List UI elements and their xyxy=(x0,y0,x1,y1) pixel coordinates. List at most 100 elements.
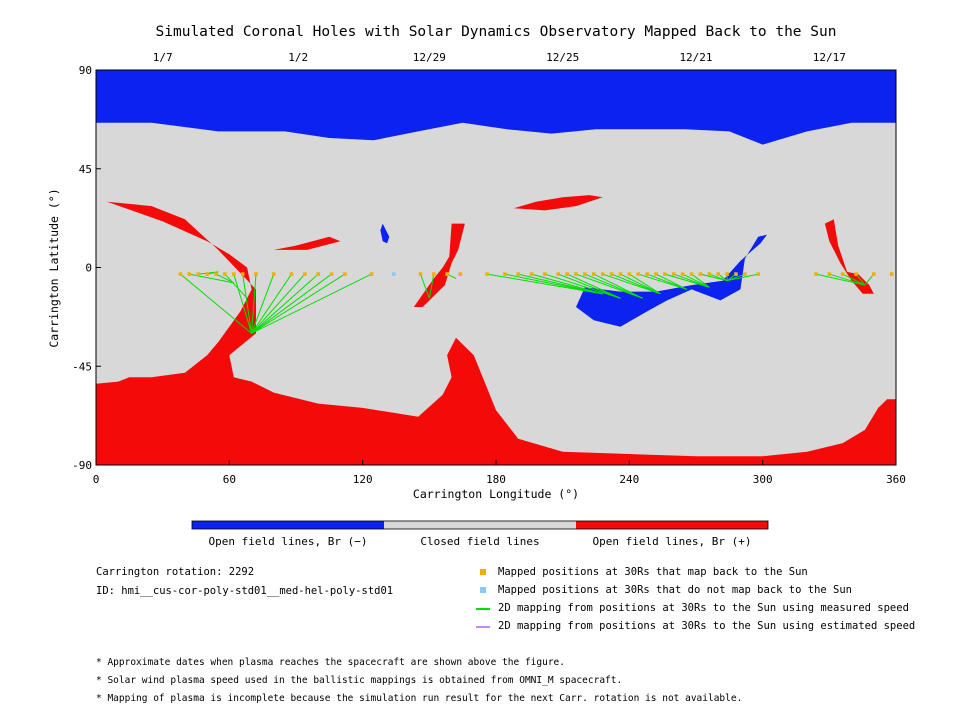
mapped-point xyxy=(187,272,192,276)
mapping-line xyxy=(224,273,248,299)
mapping-lines xyxy=(180,271,875,334)
mapping-line xyxy=(829,273,866,286)
mapping-line xyxy=(566,273,621,299)
mapping-line xyxy=(251,274,257,334)
mapping-line xyxy=(646,273,688,290)
mapped-point xyxy=(556,272,561,276)
mapped-point xyxy=(271,272,276,276)
legend-line-swatch xyxy=(476,608,490,610)
y-axis-label: Carrington Latitude (°) xyxy=(47,188,61,347)
mapped-point xyxy=(707,272,712,276)
mapped-point xyxy=(316,272,321,276)
mapped-point xyxy=(618,272,623,276)
y-tick-label: -90 xyxy=(72,459,92,472)
mapped-point xyxy=(343,272,347,276)
colorbar: Open field lines, Br (−) Closed field lin… xyxy=(191,520,769,548)
mapped-point xyxy=(431,272,436,276)
mapped-point xyxy=(458,272,463,276)
open-negative-region-0 xyxy=(96,70,896,145)
legend-line-swatch xyxy=(476,626,490,628)
colorbar-label: Closed field lines xyxy=(420,535,539,548)
mapping-line xyxy=(682,273,710,288)
mapped-point xyxy=(636,272,641,276)
mapped-point xyxy=(734,272,738,276)
mapping-line xyxy=(215,273,234,284)
mapping-line xyxy=(531,273,603,295)
mapped-point xyxy=(854,272,858,276)
mapping-line xyxy=(251,273,346,334)
mapping-line xyxy=(584,273,643,299)
mapped-point xyxy=(205,272,209,276)
open-positive-region-1 xyxy=(158,381,179,393)
mapped-point xyxy=(231,272,236,276)
open-negative-region-2 xyxy=(380,223,390,244)
mapping-line xyxy=(207,271,219,275)
mapping-line xyxy=(251,273,372,334)
top-date-label: 12/17 xyxy=(813,51,846,64)
x-tick-label: 0 xyxy=(93,473,100,486)
mapped-point xyxy=(663,272,667,276)
colorbar-segment xyxy=(576,521,768,529)
mapped-point xyxy=(329,272,334,276)
mapped-point xyxy=(609,272,614,276)
mapping-line xyxy=(251,273,319,334)
mapped-point xyxy=(627,272,632,276)
mapped-point xyxy=(223,272,227,276)
mapped-point xyxy=(445,272,449,276)
mapping-line xyxy=(504,273,603,295)
mapped-point xyxy=(591,272,596,276)
chart-title: Simulated Coronal Holes with Solar Dynam… xyxy=(156,24,837,40)
mapping-line xyxy=(233,273,253,334)
legend-label: 2D mapping from positions at 30Rs to the… xyxy=(498,602,909,614)
legend-label: Mapped positions at 30Rs that map back t… xyxy=(498,566,808,578)
mapped-point xyxy=(369,272,374,276)
mapping-line xyxy=(638,273,688,290)
mapped-point xyxy=(600,272,605,276)
mapped-point xyxy=(743,272,747,276)
mapped-point xyxy=(654,272,658,276)
x-tick-label: 240 xyxy=(619,473,639,486)
mapping-line xyxy=(673,273,710,288)
colorbar-frame xyxy=(191,520,769,530)
mapping-line xyxy=(629,273,661,295)
mapped-point xyxy=(756,272,761,276)
colorbar-segment xyxy=(192,521,384,529)
mapping-line xyxy=(620,273,661,295)
run-id: ID: hmi__cus-cor-poly-std01__med-hel-pol… xyxy=(96,585,394,597)
y-tick-label: 0 xyxy=(85,262,92,275)
y-tick-label: 90 xyxy=(79,64,92,77)
mapped-point xyxy=(289,272,294,276)
mapped-point xyxy=(529,272,534,276)
mapping-line xyxy=(700,273,728,282)
mapping-line xyxy=(815,273,865,286)
mapped-point xyxy=(689,272,694,276)
mapped-point xyxy=(565,272,569,276)
mapped-point xyxy=(574,272,578,276)
x-tick-label: 360 xyxy=(886,473,906,486)
mapped-point xyxy=(196,272,201,276)
x-axis-label: Carrington Longitude (°) xyxy=(413,487,579,501)
plot-area xyxy=(95,69,897,466)
mapped-point xyxy=(671,272,676,276)
mapped-point xyxy=(240,272,245,276)
mapping-line xyxy=(251,273,306,334)
top-date-label: 12/21 xyxy=(679,51,712,64)
open-positive-region-0 xyxy=(96,201,896,465)
x-tick-label: 60 xyxy=(223,473,236,486)
colorbar-segment xyxy=(384,521,576,529)
mapping-line xyxy=(593,273,643,299)
mapped-point xyxy=(716,272,721,276)
mapping-line xyxy=(487,273,603,295)
mapped-point xyxy=(214,272,218,276)
top-date-labels: 1/7 1/2 12/29 12/25 12/21 12/17 xyxy=(153,51,846,64)
open-positive-region-4 xyxy=(824,219,874,294)
mapped-point xyxy=(827,272,832,276)
mapping-line xyxy=(864,273,875,286)
mapped-point xyxy=(503,272,507,276)
y-axis-ticks: 90 45 0 -45 -90 xyxy=(72,64,101,472)
mapping-line xyxy=(558,273,621,299)
open-positive-region-5 xyxy=(273,236,341,250)
mapping-line xyxy=(842,273,866,286)
x-tick-label: 180 xyxy=(486,473,506,486)
